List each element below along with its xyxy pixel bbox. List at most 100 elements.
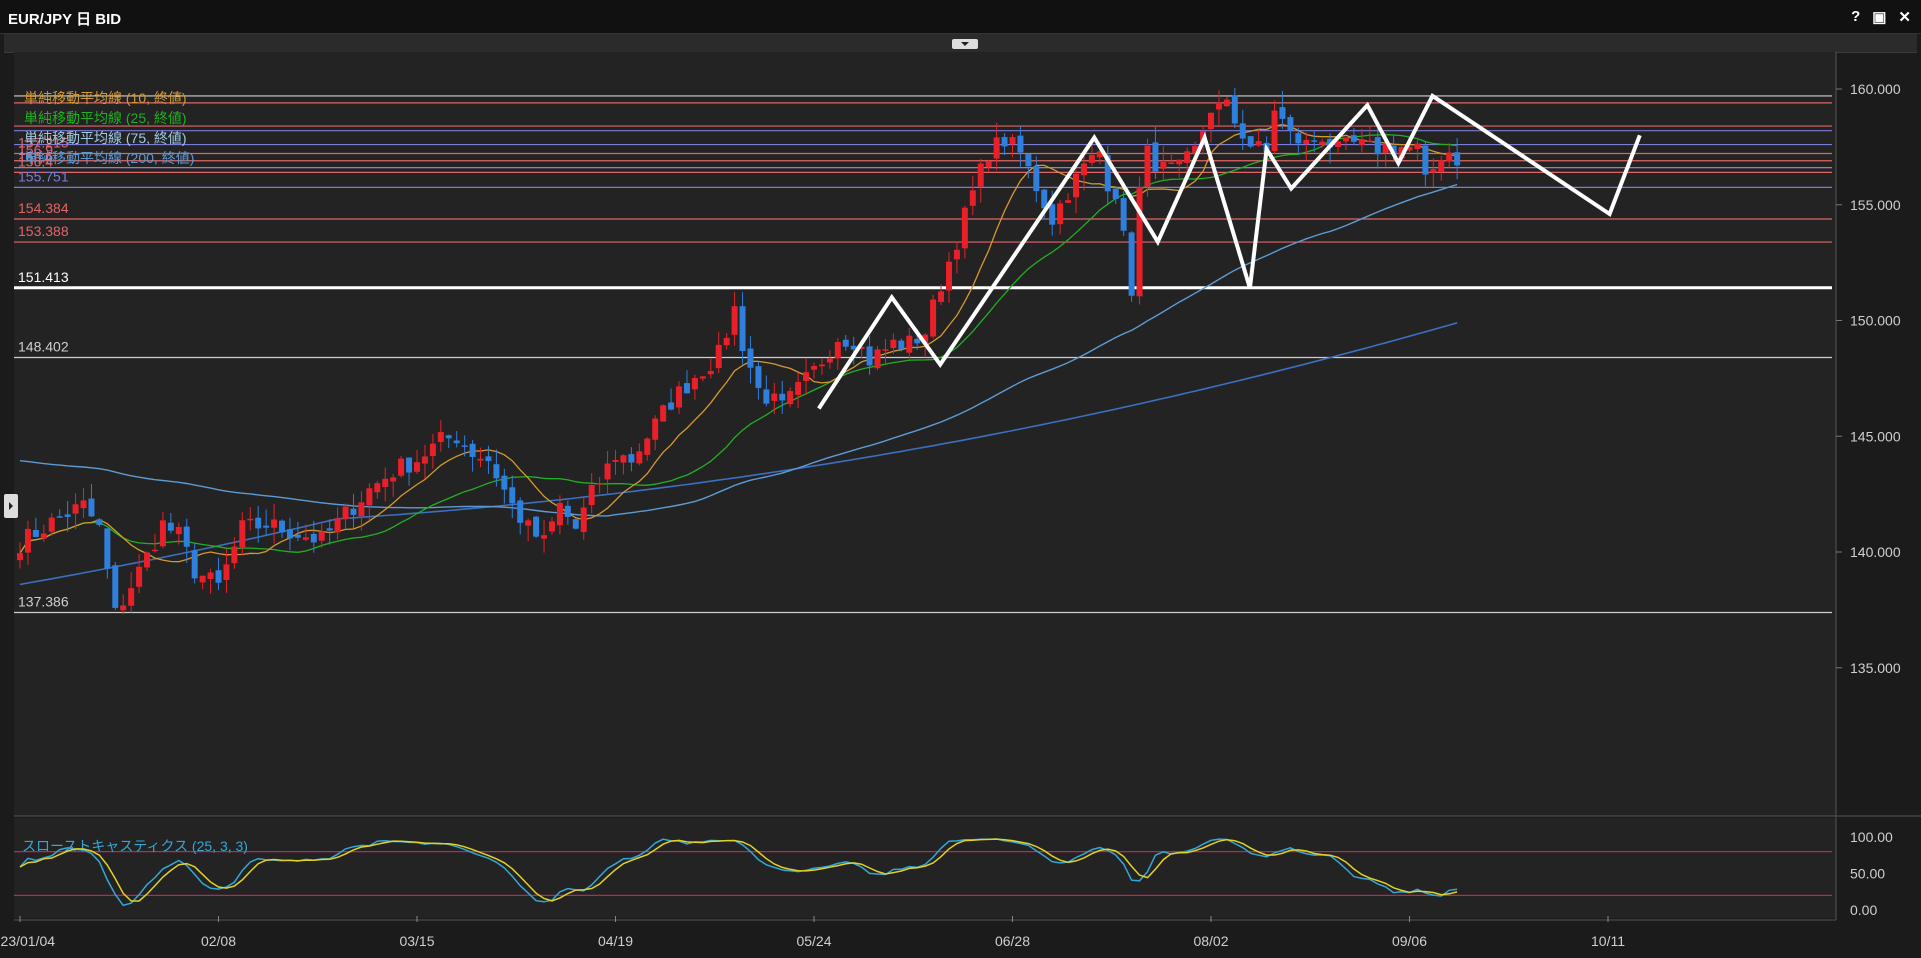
y-tick-label: 150.000 [1850,313,1901,329]
candle [890,333,897,354]
candle [318,522,325,548]
candle [771,382,778,415]
candle [1025,153,1032,179]
candle [294,521,301,542]
candle [136,554,143,594]
side-panel-toggle-handle[interactable] [4,494,18,518]
window-title: EUR/JPY 日 BID [8,11,122,28]
candle [763,375,770,407]
candle [366,483,373,521]
candle [723,333,730,350]
candle [1319,138,1326,148]
candle [286,517,293,551]
candle [1215,90,1222,125]
legend-entry: 単純移動平均線 (75, 終値) [24,130,187,146]
candle [1279,90,1286,129]
candle [660,404,667,422]
candle [493,449,500,487]
candle [977,158,984,203]
candle [17,542,23,569]
candle [596,476,603,494]
candle [350,494,357,529]
candle [159,512,166,549]
stoch-y-tick-label: 100.00 [1850,829,1893,845]
legend-entry: 単純移動平均線 (25, 終値) [24,110,187,126]
level-label: 153.388 [18,223,69,239]
level-label: 148.402 [18,338,69,354]
candle [390,473,397,497]
candle [620,454,627,475]
candle [1120,191,1127,236]
y-tick-label: 145.000 [1850,428,1901,444]
stoch-panel-background [14,818,1836,918]
x-tick-label: 05/24 [796,933,831,949]
candle [1104,146,1111,204]
candle [1350,128,1357,146]
candle [731,292,738,346]
candle [477,447,484,468]
candle [1112,187,1119,204]
maximize-button[interactable]: ▣ [1872,9,1887,26]
level-label: 157.215 [18,134,69,150]
candle [564,500,571,525]
candle [144,551,151,572]
help-button[interactable]: ? [1851,8,1861,25]
y-tick-label: 135.000 [1850,660,1901,676]
candle [88,484,95,517]
legend-entry: 単純移動平均線 (10, 終値) [24,90,187,106]
candle [1128,231,1135,302]
candle [683,370,690,394]
candle [1231,87,1238,129]
x-tick-label: 06/28 [995,933,1030,949]
candle [1287,114,1294,145]
candle [1192,141,1199,156]
candle [676,381,683,414]
candle [421,444,428,480]
candle [850,336,857,365]
candle [572,518,579,530]
candle [548,516,555,535]
candle [358,491,365,531]
candle [652,415,659,451]
candle [453,431,460,448]
candle [1430,158,1437,187]
candle [612,450,619,475]
candle [715,331,722,374]
candle [48,512,55,536]
candle [644,437,651,461]
legend-entry: 単純移動平均線 (200, 終値) [24,150,194,166]
close-button[interactable]: ✕ [1898,9,1911,26]
level-label: 156.6 [18,149,53,165]
candle [747,336,754,384]
candle [120,594,127,615]
level-label: 155.751 [18,168,69,184]
level-label: 151.413 [18,269,69,285]
candle [541,519,548,553]
candle [167,512,174,534]
candle [1073,163,1080,214]
y-tick-label: 155.000 [1850,197,1901,213]
chevron-down-icon[interactable] [952,39,978,49]
candle [175,522,182,545]
candle [969,175,976,216]
ma75-line [19,183,1458,517]
candle [874,346,881,371]
stoch-k-line [19,838,1458,907]
y-tick-label: 140.000 [1850,544,1901,560]
zigzag-annotation [817,92,1642,410]
candle [930,294,937,339]
candle [64,501,71,532]
candle [215,557,222,590]
candle [1342,137,1349,151]
candle [501,468,508,504]
candle [1160,146,1167,180]
candle [24,520,31,565]
candle [1374,125,1381,169]
candle [382,467,389,502]
candle [580,497,587,540]
candle [1168,152,1175,164]
candle [1208,112,1214,143]
candle [128,572,135,613]
stoch-y-tick-label: 50.00 [1850,866,1885,882]
